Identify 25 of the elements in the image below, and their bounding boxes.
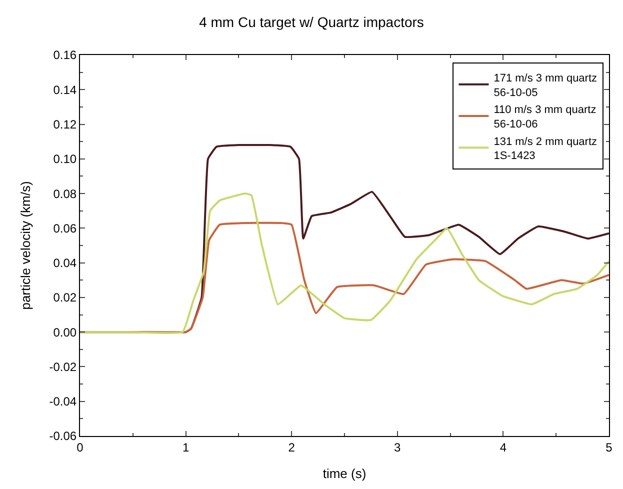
y-tick-label: 0.04 [53, 256, 77, 270]
x-axis-title: time (s) [322, 466, 366, 481]
y-axis-title: particle velocity (km/s) [18, 181, 34, 310]
y-tick-label: 0.16 [53, 48, 77, 62]
y-tick-label: 0.12 [53, 117, 77, 132]
line-series [80, 192, 609, 334]
x-tick-label: 2 [288, 440, 296, 454]
legend-label: 171 m/s 3 mm quartz 56-10-05 [494, 72, 598, 99]
x-tick-label: 0 [76, 440, 84, 454]
y-tick-label: 0.02 [53, 290, 77, 305]
chart-title: 4 mm Cu target w/ Quartz impactors [199, 14, 424, 30]
y-tick-label: 0.00 [53, 325, 77, 340]
x-tick-label: 3 [394, 440, 402, 454]
y-tick-label: 0.06 [53, 221, 77, 236]
x-tick-label: 4 [500, 440, 507, 454]
y-tick-label: -0.02 [49, 360, 77, 374]
y-tick-label: 0.10 [53, 152, 77, 166]
y-tick-label: -0.04 [49, 394, 77, 409]
legend-label: 131 m/s 2 mm quartz 1S-1423 [494, 136, 598, 162]
legend-label: 110 m/s 3 mm quartz 56-10-06 [494, 104, 596, 130]
y-tick-label: 0.08 [53, 186, 77, 201]
x-tick-label: 5 [606, 440, 613, 454]
x-tick-label: 1 [182, 440, 190, 454]
y-tick-label: -0.06 [49, 429, 77, 444]
y-tick-label: 0.14 [53, 82, 77, 97]
